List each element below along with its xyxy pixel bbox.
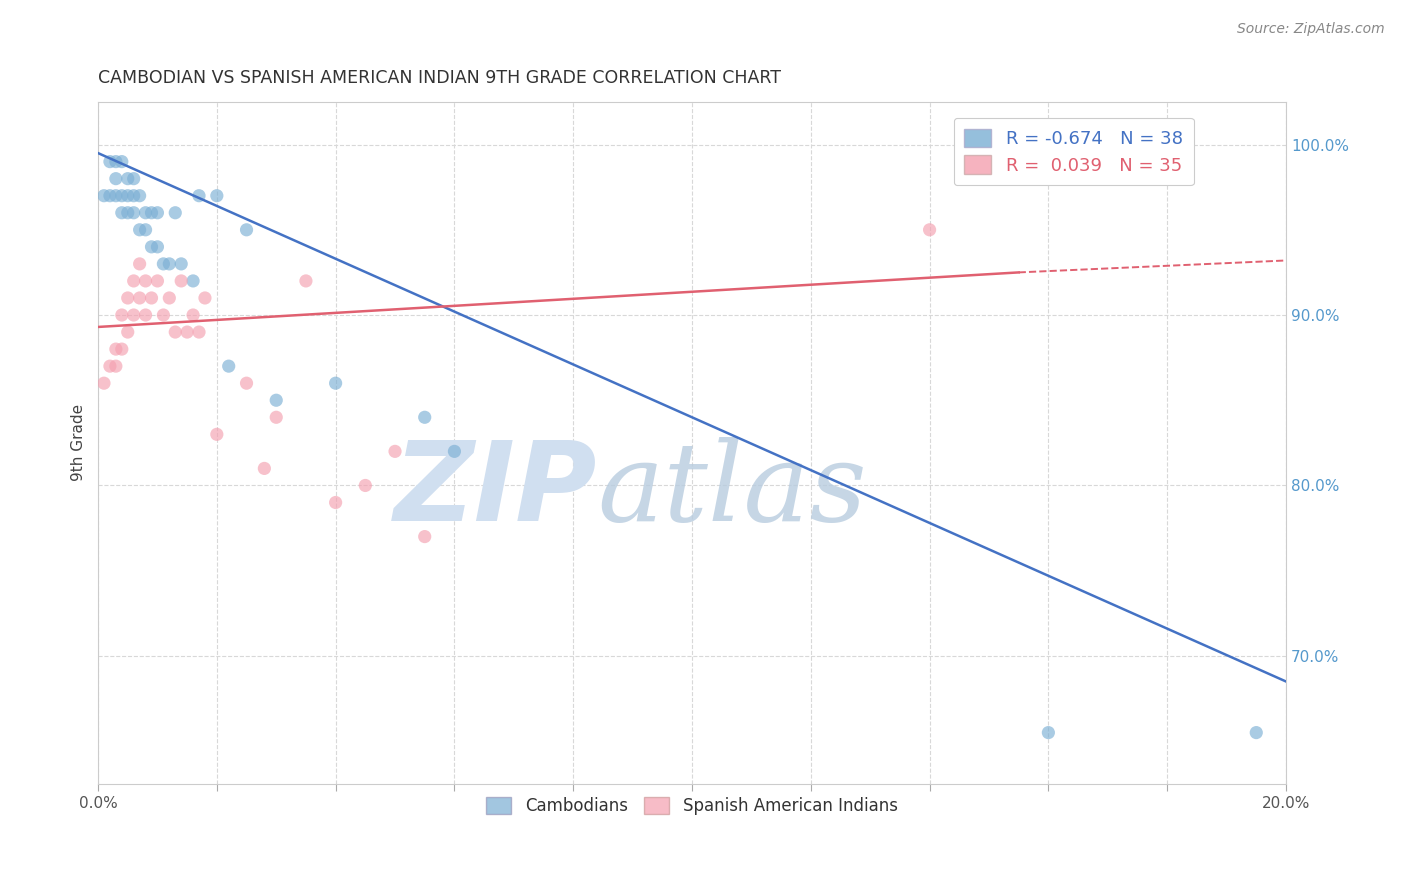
Point (1246, 725, 1268, 739)
Point (170, 274, 193, 288)
Point (295, 274, 318, 288)
Point (135, 274, 157, 288)
Point (117, 291, 139, 305)
Point (135, 206, 157, 220)
Point (146, 274, 169, 288)
Point (188, 325, 211, 339)
Point (117, 171, 139, 186)
Point (135, 223, 157, 237)
Point (264, 393, 287, 408)
Point (104, 154, 127, 169)
Point (104, 171, 127, 186)
Point (235, 376, 257, 391)
Point (325, 495, 347, 509)
Point (253, 461, 276, 475)
Point (218, 359, 240, 373)
Point (111, 154, 134, 169)
Point (146, 206, 169, 220)
Point (157, 291, 180, 305)
Point (384, 444, 406, 458)
Point (181, 274, 204, 288)
Point (98, 359, 121, 373)
Text: atlas: atlas (598, 437, 866, 544)
Point (1038, 725, 1060, 739)
Point (98, 188, 121, 202)
Point (194, 291, 217, 305)
Point (141, 206, 163, 220)
Point (205, 188, 228, 202)
Point (188, 188, 211, 202)
Point (165, 325, 187, 339)
Point (111, 188, 134, 202)
Point (325, 376, 347, 391)
Legend: Cambodians, Spanish American Indians: Cambodians, Spanish American Indians (478, 789, 905, 823)
Point (122, 308, 145, 322)
Point (205, 427, 228, 442)
Point (128, 291, 150, 305)
Point (104, 359, 127, 373)
Point (111, 342, 134, 356)
Point (152, 308, 174, 322)
Point (117, 188, 139, 202)
Point (141, 291, 163, 305)
Point (152, 257, 174, 271)
Text: CAMBODIAN VS SPANISH AMERICAN INDIAN 9TH GRADE CORRELATION CHART: CAMBODIAN VS SPANISH AMERICAN INDIAN 9TH… (98, 69, 782, 87)
Point (176, 325, 198, 339)
Point (111, 308, 134, 322)
Point (354, 478, 377, 492)
Point (413, 530, 436, 544)
Point (104, 188, 127, 202)
Point (235, 223, 257, 237)
Point (135, 308, 157, 322)
Point (443, 444, 465, 458)
Point (181, 308, 204, 322)
Point (165, 206, 187, 220)
Point (157, 257, 180, 271)
Text: Source: ZipAtlas.com: Source: ZipAtlas.com (1237, 22, 1385, 37)
Point (170, 257, 193, 271)
Point (128, 223, 150, 237)
Point (141, 240, 163, 254)
Point (146, 240, 169, 254)
Point (264, 410, 287, 425)
Point (122, 206, 145, 220)
Point (413, 410, 436, 425)
Point (128, 188, 150, 202)
Point (93, 376, 115, 391)
Point (117, 325, 139, 339)
Point (122, 188, 145, 202)
Point (98, 154, 121, 169)
Point (1008, 137, 1031, 152)
Point (122, 274, 145, 288)
Point (117, 206, 139, 220)
Point (128, 257, 150, 271)
Text: ZIP: ZIP (394, 437, 598, 544)
Point (93, 188, 115, 202)
Y-axis label: 9th Grade: 9th Grade (72, 404, 86, 482)
Point (918, 223, 941, 237)
Point (104, 342, 127, 356)
Point (111, 206, 134, 220)
Point (122, 171, 145, 186)
